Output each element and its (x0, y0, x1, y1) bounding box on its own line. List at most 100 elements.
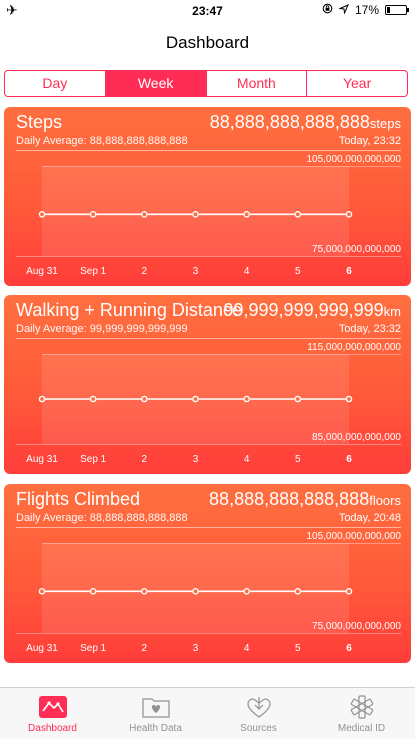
data-point (89, 211, 97, 218)
data-point (243, 588, 250, 595)
status-time: 23:47 (192, 4, 223, 18)
steps-chart (38, 211, 353, 218)
data-point (38, 395, 46, 403)
data-point (192, 211, 199, 218)
flights-chart (38, 588, 353, 595)
grid-line-bottom (16, 444, 401, 445)
x-tick-label: Sep 1 (80, 643, 107, 654)
status-right: 17% (322, 3, 409, 17)
y-axis-min-label: 85,000,000,000,000 (312, 432, 401, 443)
medical-id-icon (347, 694, 377, 720)
tab-label: Sources (240, 723, 277, 734)
card-title: Walking + Running Distance (16, 300, 242, 320)
walking-running-distance-card[interactable]: Walking + Running Distance 99,999,999,99… (4, 295, 411, 474)
battery-percent: 17% (354, 3, 379, 17)
x-tick-label: 2 (141, 266, 148, 277)
card-value-number: 88,888,888,888,888 (209, 112, 370, 132)
card-value: 88,888,888,888,888steps (210, 112, 401, 133)
data-point (243, 395, 250, 403)
tab-label: Medical ID (337, 723, 386, 734)
status-bar: ✈ 23:47 17% (0, 0, 415, 22)
grid-line-top (42, 543, 401, 544)
data-point (345, 211, 353, 218)
card-daily-average: Daily Average: 88,888,888,888,888 (16, 135, 188, 147)
x-tick-label: Aug 31 (26, 454, 58, 465)
x-tick-label: 5 (295, 643, 301, 654)
tab-dashboard[interactable]: Dashboard (1, 688, 104, 739)
y-axis-max-label: 115,000,000,000,000 (307, 342, 401, 353)
x-tick-label: 6 (346, 454, 352, 465)
data-point (192, 395, 199, 403)
card-value-unit: steps (369, 116, 401, 131)
card-title: Steps (16, 112, 63, 132)
card-divider (16, 150, 401, 151)
tab-bar: Dashboard Health Data Sources Medical ID (0, 687, 415, 739)
x-tick-label: 2 (141, 643, 148, 654)
data-point (89, 588, 97, 595)
grid-line-top (42, 354, 401, 355)
data-point (141, 211, 148, 218)
x-tick-label: 2 (141, 454, 148, 465)
period-segmented-control: Day Week Month Year (4, 70, 408, 97)
y-axis-max-label: 105,000,000,000,000 (306, 531, 401, 542)
x-tick-label: Aug 31 (26, 266, 58, 277)
x-tick-label: 5 (295, 266, 301, 277)
data-point (345, 395, 353, 403)
card-timestamp: Today, 20:48 (338, 512, 401, 524)
x-tick-label: 3 (192, 454, 199, 465)
segment-month[interactable]: Month (207, 71, 308, 96)
sources-icon (244, 694, 274, 720)
x-tick-label: 4 (243, 266, 250, 277)
segment-day[interactable]: Day (5, 71, 106, 96)
plot-area (42, 543, 349, 633)
x-tick-label: Aug 31 (26, 643, 58, 654)
steps-card[interactable]: Steps 88,888,888,888,888steps Daily Aver… (4, 107, 411, 286)
location-arrow-icon (338, 3, 349, 17)
data-point (294, 588, 302, 595)
segment-year[interactable]: Year (342, 75, 372, 91)
x-tick-label: 4 (243, 643, 250, 654)
data-point (141, 395, 148, 403)
distance-chart (38, 395, 353, 403)
card-value: 99,999,999,999,999km (224, 300, 402, 321)
segment-week[interactable]: Week (105, 71, 207, 96)
x-tick-label: 3 (192, 266, 199, 277)
card-daily-average: Daily Average: 88,888,888,888,888 (16, 512, 188, 524)
x-tick-label: 6 (346, 643, 352, 654)
x-tick-label: Sep 1 (80, 454, 107, 465)
x-tick-label: 4 (243, 454, 250, 465)
x-axis-labels: Aug 31 Sep 1 2 3 4 5 6 (4, 266, 411, 280)
battery-icon (385, 5, 409, 15)
flights-climbed-card[interactable]: Flights Climbed 88,888,888,888,888floors… (4, 484, 411, 663)
tab-health-data[interactable]: Health Data (104, 688, 207, 739)
lock-rotation-icon (322, 3, 333, 17)
plot-area (42, 166, 349, 256)
data-point (345, 588, 353, 595)
data-point (243, 211, 250, 218)
data-point (89, 395, 97, 403)
grid-line-top (42, 166, 401, 167)
data-point (294, 395, 302, 403)
x-tick-label: Sep 1 (80, 266, 107, 277)
card-divider (16, 527, 401, 528)
x-tick-label: 6 (346, 266, 352, 277)
card-value-number: 99,999,999,999,999 (223, 300, 384, 320)
data-point (38, 211, 46, 218)
tab-sources[interactable]: Sources (207, 688, 310, 739)
grid-line-bottom (16, 633, 401, 634)
x-axis-labels: Aug 31 Sep 1 2 3 4 5 6 (4, 454, 411, 468)
card-timestamp: Today, 23:32 (338, 135, 401, 147)
page-title: Dashboard (165, 33, 250, 52)
tab-medical-id[interactable]: Medical ID (310, 688, 413, 739)
data-point (294, 211, 302, 218)
x-axis-labels: Aug 31 Sep 1 2 3 4 5 6 (4, 643, 411, 657)
card-daily-average: Daily Average: 99,999,999,999,999 (16, 323, 188, 335)
tab-label: Health Data (129, 723, 182, 734)
airplane-mode-icon: ✈ (6, 2, 18, 18)
health-data-icon (141, 694, 171, 720)
dashboard-icon (38, 694, 68, 720)
card-title: Flights Climbed (16, 489, 141, 509)
y-axis-max-label: 105,000,000,000,000 (306, 154, 401, 165)
tab-label: Dashboard (28, 723, 77, 734)
card-timestamp: Today, 23:32 (338, 323, 401, 335)
